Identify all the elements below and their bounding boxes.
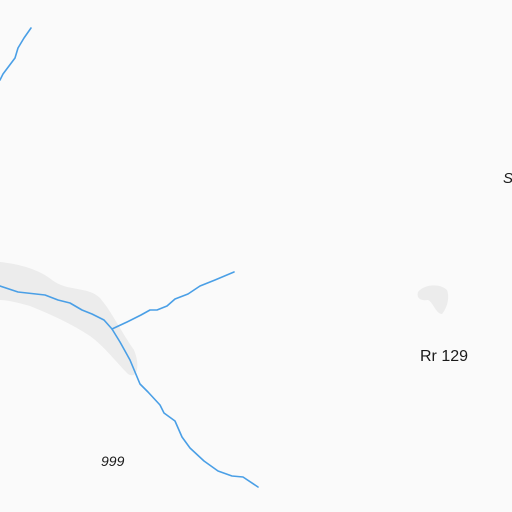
stream-main xyxy=(0,285,259,488)
stream-north xyxy=(0,27,32,81)
elevation-label: 999 xyxy=(101,453,125,469)
route-label: Rr 129 xyxy=(420,348,469,365)
stream-tributary xyxy=(111,271,235,330)
place-label-partial: S xyxy=(503,170,512,187)
terrain-shading xyxy=(417,285,449,314)
terrain-shading xyxy=(0,262,138,376)
